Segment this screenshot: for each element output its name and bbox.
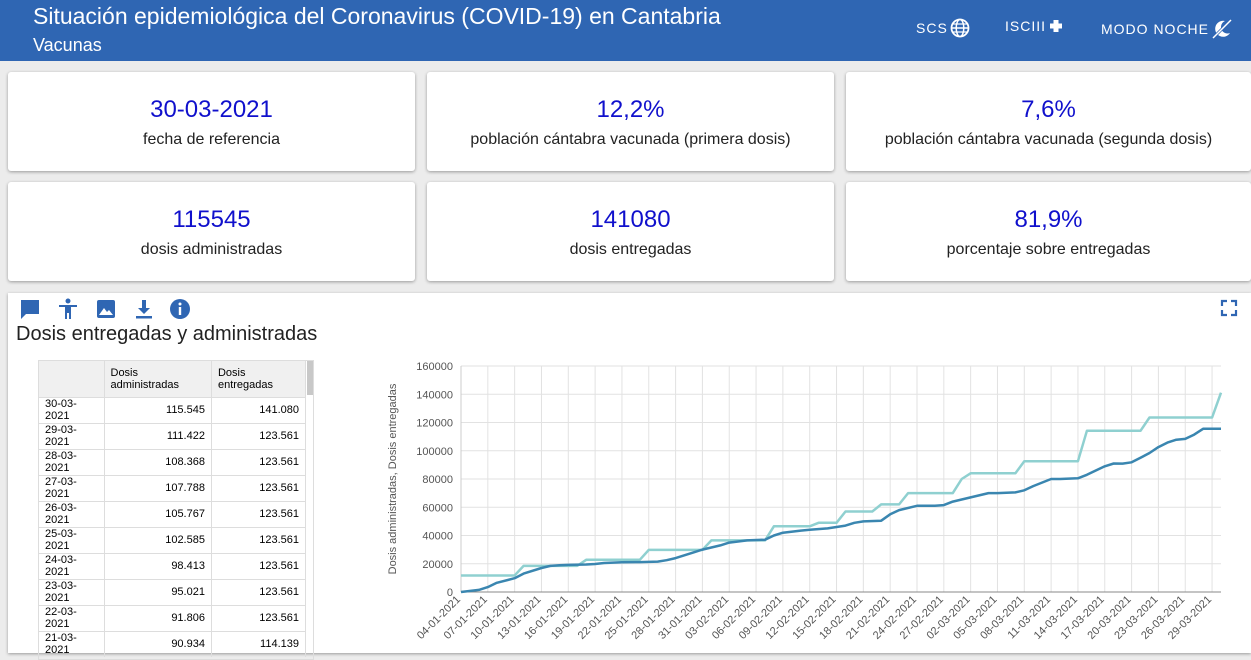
card-reference-date: 30-03-2021 fecha de referencia bbox=[8, 72, 415, 171]
table-cell-delivered: 114.139 bbox=[211, 630, 307, 657]
table-row: 23-03-2021 95.021 123.561 bbox=[39, 578, 307, 605]
series-line-delivered bbox=[461, 392, 1223, 577]
card-value: 30-03-2021 bbox=[150, 96, 273, 123]
y-axis-label: Dosis administradas, Dosis entregadas bbox=[387, 383, 399, 574]
table-cell-administered: 105.767 bbox=[104, 500, 212, 527]
night-mode-icon bbox=[1211, 18, 1233, 40]
card-value: 12,2% bbox=[596, 96, 665, 123]
top-app-bar: Situación epidemiológica del Coronavirus… bbox=[0, 0, 1251, 61]
table-cell-administered: 91.806 bbox=[104, 604, 212, 631]
nav-link-night-mode[interactable]: MODO NOCHE bbox=[1101, 18, 1233, 40]
card-doses-delivered: 141080 dosis entregadas bbox=[427, 182, 834, 281]
table-cell-administered: 98.413 bbox=[104, 552, 212, 579]
data-table: Dosis administradas Dosis entregadas 30-… bbox=[39, 361, 307, 657]
card-value: 81,9% bbox=[1014, 206, 1083, 233]
download-icon[interactable] bbox=[133, 298, 155, 320]
card-value: 141080 bbox=[590, 206, 671, 233]
nav-label-isciii: ISCIII bbox=[1005, 18, 1047, 34]
table-header-date[interactable] bbox=[39, 361, 105, 397]
table-row: 27-03-2021 107.788 123.561 bbox=[39, 474, 307, 501]
table-row: 30-03-2021 115.545 141.080 bbox=[39, 396, 307, 423]
image-icon[interactable] bbox=[95, 298, 117, 320]
nav-label-scs: SCS bbox=[916, 20, 948, 36]
globe-icon bbox=[950, 18, 970, 38]
data-table-container[interactable]: Dosis administradas Dosis entregadas 30-… bbox=[38, 360, 314, 660]
table-cell-delivered: 123.561 bbox=[211, 604, 307, 631]
table-body: 30-03-2021 115.545 141.080 29-03-2021 111.42… bbox=[39, 396, 307, 657]
page-title: Situación epidemiológica del Coronavirus… bbox=[33, 3, 721, 29]
table-cell-date: 23-03-2021 bbox=[39, 578, 105, 605]
nav-link-scs[interactable]: SCS bbox=[916, 18, 970, 38]
y-tick-label: 140000 bbox=[416, 389, 453, 401]
accessibility-icon[interactable] bbox=[57, 298, 79, 320]
plus-icon bbox=[1050, 20, 1063, 32]
table-cell-administered: 115.545 bbox=[104, 396, 212, 423]
page-subtitle: Vacunas bbox=[33, 35, 102, 55]
y-tick-label: 60000 bbox=[422, 502, 453, 514]
table-scrollbar[interactable] bbox=[307, 361, 313, 395]
table-cell-administered: 102.585 bbox=[104, 526, 212, 553]
table-cell-administered: 111.422 bbox=[104, 422, 212, 449]
table-cell-delivered: 141.080 bbox=[211, 396, 307, 423]
info-icon[interactable] bbox=[169, 298, 191, 320]
card-value: 115545 bbox=[172, 206, 251, 233]
fullscreen-icon[interactable] bbox=[1220, 299, 1238, 317]
y-tick-label: 80000 bbox=[422, 474, 453, 486]
table-row: 25-03-2021 102.585 123.561 bbox=[39, 526, 307, 553]
card-label: población cántabra vacunada (segunda dos… bbox=[884, 131, 1213, 148]
card-doses-administered: 115545 dosis administradas bbox=[8, 182, 415, 281]
table-row: 22-03-2021 91.806 123.561 bbox=[39, 604, 307, 631]
comment-icon[interactable] bbox=[19, 298, 41, 320]
table-cell-date: 28-03-2021 bbox=[39, 448, 105, 475]
chart-panel-title: Dosis entregadas y administradas bbox=[16, 323, 318, 345]
card-label: dosis administradas bbox=[140, 241, 283, 258]
card-label: población cántabra vacunada (primera dos… bbox=[470, 131, 791, 148]
chart-panel: Dosis entregadas y administradas Dosis a… bbox=[8, 293, 1251, 660]
card-label: dosis entregadas bbox=[569, 241, 692, 258]
table-row: 26-03-2021 105.767 123.561 bbox=[39, 500, 307, 527]
table-row: 28-03-2021 108.368 123.561 bbox=[39, 448, 307, 475]
table-row: 21-03-2021 90.934 114.139 bbox=[39, 630, 307, 657]
table-cell-date: 27-03-2021 bbox=[39, 474, 105, 501]
line-chart: 0 20000 40000 60000 80000 100000 120000 140000 1… bbox=[387, 361, 1223, 642]
table-cell-delivered: 123.561 bbox=[211, 500, 307, 527]
table-header-delivered[interactable]: Dosis entregadas bbox=[211, 361, 307, 397]
y-tick-label: 0 bbox=[447, 587, 453, 599]
card-label: porcentaje sobre entregadas bbox=[946, 241, 1151, 258]
card-first-dose: 12,2% población cántabra vacunada (prime… bbox=[427, 72, 834, 171]
table-cell-date: 21-03-2021 bbox=[39, 630, 105, 657]
table-cell-administered: 90.934 bbox=[104, 630, 212, 657]
card-label: fecha de referencia bbox=[143, 131, 280, 148]
table-cell-date: 22-03-2021 bbox=[39, 604, 105, 631]
nav-label-night-mode: MODO NOCHE bbox=[1101, 21, 1209, 37]
table-cell-administered: 107.788 bbox=[104, 474, 212, 501]
table-header-row: Dosis administradas Dosis entregadas bbox=[39, 361, 307, 397]
table-cell-delivered: 123.561 bbox=[211, 474, 307, 501]
table-cell-administered: 108.368 bbox=[104, 448, 212, 475]
table-cell-date: 25-03-2021 bbox=[39, 526, 105, 553]
y-tick-label: 40000 bbox=[422, 531, 453, 543]
nav-link-isciii[interactable]: ISCIII bbox=[1005, 18, 1064, 34]
table-cell-delivered: 123.561 bbox=[211, 448, 307, 475]
table-cell-delivered: 123.561 bbox=[211, 578, 307, 605]
table-row: 24-03-2021 98.413 123.561 bbox=[39, 552, 307, 579]
table-cell-date: 29-03-2021 bbox=[39, 422, 105, 449]
card-value: 7,6% bbox=[1021, 96, 1076, 123]
table-header-administered[interactable]: Dosis administradas bbox=[104, 361, 212, 397]
card-second-dose: 7,6% población cántabra vacunada (segund… bbox=[846, 72, 1251, 171]
table-cell-delivered: 123.561 bbox=[211, 526, 307, 553]
table-row: 29-03-2021 111.422 123.561 bbox=[39, 422, 307, 449]
y-tick-label: 20000 bbox=[422, 559, 453, 571]
series-line-administered bbox=[460, 427, 1221, 594]
table-cell-delivered: 123.561 bbox=[211, 422, 307, 449]
table-cell-date: 26-03-2021 bbox=[39, 500, 105, 527]
table-cell-date: 30-03-2021 bbox=[39, 396, 105, 423]
y-tick-label: 160000 bbox=[416, 361, 453, 373]
table-cell-administered: 95.021 bbox=[104, 578, 212, 605]
y-tick-label: 120000 bbox=[416, 418, 453, 430]
y-tick-label: 100000 bbox=[416, 446, 453, 458]
table-cell-date: 24-03-2021 bbox=[39, 552, 105, 579]
card-percentage-delivered: 81,9% porcentaje sobre entregadas bbox=[846, 182, 1251, 281]
table-cell-delivered: 123.561 bbox=[211, 552, 307, 579]
